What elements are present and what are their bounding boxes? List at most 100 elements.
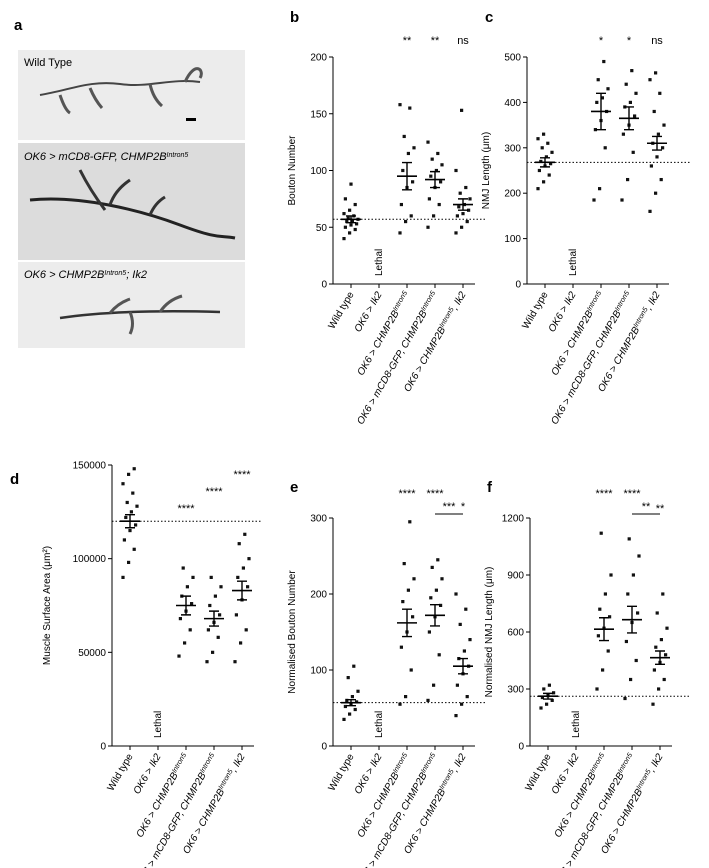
- x-tick-label: Wild type: [327, 290, 357, 331]
- error-bar: [430, 170, 440, 189]
- data-point: [127, 560, 131, 565]
- data-point: [651, 702, 655, 706]
- y-tick-label: 0: [100, 742, 106, 753]
- data-point: [177, 654, 181, 658]
- data-point: [135, 504, 139, 508]
- data-point: [631, 573, 635, 577]
- data-point: [406, 588, 410, 592]
- data-point: [655, 155, 659, 159]
- data-point: [409, 668, 413, 672]
- data-point: [355, 222, 359, 226]
- y-tick-label: 200: [310, 53, 327, 64]
- significance-label: *: [627, 35, 632, 47]
- data-point: [629, 677, 633, 682]
- data-point: [219, 585, 223, 589]
- panel-label: e: [290, 479, 298, 496]
- data-point: [620, 198, 624, 202]
- y-tick-label: 600: [507, 628, 524, 639]
- error-bar: [652, 135, 662, 151]
- y-tick-label: 150: [310, 109, 327, 120]
- data-point: [609, 573, 613, 577]
- text-part: , Ik2: [647, 752, 666, 774]
- data-point: [408, 520, 412, 524]
- data-point: [547, 683, 551, 687]
- data-point: [624, 639, 628, 644]
- data-point: [346, 216, 350, 220]
- data-point: [636, 611, 640, 615]
- data-point: [234, 613, 238, 617]
- data-point: [353, 202, 357, 207]
- data-point: [546, 141, 550, 145]
- error-bar: [402, 608, 412, 638]
- data-point: [462, 649, 466, 653]
- data-point: [540, 146, 544, 150]
- image-caption: OK6 > CHMP2BIntron5; Ik2: [24, 269, 147, 281]
- data-point: [244, 628, 248, 632]
- data-point: [626, 592, 630, 596]
- data-point: [550, 150, 554, 154]
- data-point: [440, 163, 444, 167]
- data-point: [468, 197, 472, 201]
- data-point: [233, 660, 237, 664]
- data-point: [634, 91, 638, 95]
- text-part: Wild type: [524, 752, 554, 793]
- data-point: [427, 197, 431, 201]
- data-point: [127, 472, 131, 476]
- text-part: Intron5: [167, 152, 189, 159]
- significance-label: ****: [426, 488, 444, 500]
- data-point: [544, 155, 548, 159]
- error-bar: [237, 580, 247, 601]
- data-point: [125, 500, 129, 505]
- data-point: [552, 691, 556, 695]
- data-point: [402, 134, 406, 139]
- data-point: [191, 575, 195, 579]
- error-bar: [596, 92, 606, 131]
- data-point: [427, 630, 431, 634]
- text-part: Intron5: [635, 768, 652, 790]
- data-point: [241, 566, 245, 570]
- data-point: [455, 683, 459, 687]
- y-tick-label: 1200: [502, 514, 525, 525]
- comparison-label: **: [642, 501, 651, 513]
- data-point: [432, 683, 436, 687]
- text-part: , Ik2: [229, 752, 248, 774]
- data-point: [665, 626, 669, 630]
- data-point: [348, 208, 352, 212]
- lethal-label: Lethal: [568, 249, 579, 276]
- data-point: [637, 554, 641, 558]
- data-point: [209, 575, 213, 579]
- data-point: [468, 638, 472, 642]
- data-point: [608, 615, 612, 619]
- data-point: [408, 106, 412, 110]
- text-part: ; Ik2: [126, 269, 147, 281]
- x-tick-label: Wild type: [327, 752, 357, 793]
- data-point: [412, 577, 416, 581]
- data-point: [181, 566, 185, 570]
- significance-label: **: [656, 503, 665, 515]
- micrograph: [18, 143, 245, 260]
- text-part: Wild type: [327, 752, 357, 793]
- data-point: [536, 187, 540, 191]
- data-point: [596, 78, 600, 82]
- data-point: [537, 168, 541, 173]
- data-point: [654, 71, 658, 75]
- data-point: [659, 638, 663, 642]
- panel-label: b: [290, 9, 299, 26]
- image-caption: OK6 > mCD8-GFP, CHMP2BIntron5: [24, 151, 188, 163]
- data-point: [430, 157, 434, 161]
- text-part: OK6 > Ik2: [132, 752, 164, 797]
- y-tick-label: 100: [310, 166, 327, 177]
- data-point: [440, 577, 444, 581]
- y-axis-label: Muscle Surface Area (μm²): [42, 546, 53, 665]
- data-point: [595, 100, 599, 104]
- text-part: OK6 > Ik2: [550, 752, 582, 797]
- data-point: [121, 482, 125, 486]
- y-axis-label: Bouton Number: [287, 135, 298, 206]
- data-point: [353, 707, 357, 712]
- data-point: [411, 180, 415, 184]
- data-point: [549, 162, 553, 166]
- text-part: Intron5: [617, 752, 634, 774]
- data-point: [429, 174, 433, 178]
- image-caption: Wild Type: [24, 57, 72, 69]
